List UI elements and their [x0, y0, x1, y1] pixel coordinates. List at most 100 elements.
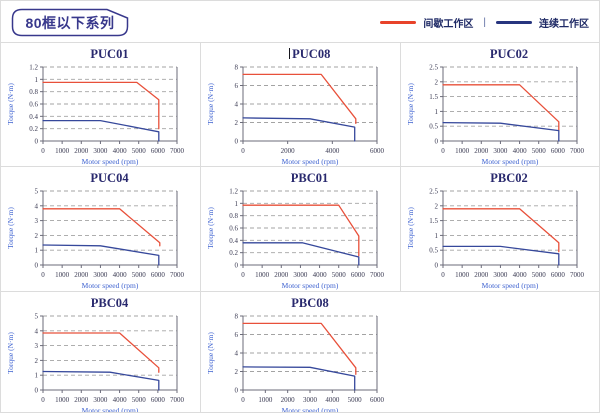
x-axis-label: Motor speed (rpm): [82, 406, 139, 413]
y-tick-label: 6: [235, 82, 239, 90]
x-tick-label: 6000: [151, 271, 166, 279]
intermittent-zone-label: 间歇工作区: [423, 19, 474, 30]
intermittent-zone-swatch: [380, 20, 417, 25]
y-tick-label: 2: [435, 78, 439, 86]
y-tick-label: 0: [235, 138, 239, 146]
x-tick-label: 2000: [74, 147, 89, 155]
x-tick-label: 1000: [255, 271, 270, 279]
series-badge-label: 80框以下系列: [25, 14, 115, 31]
y-tick-label: 0.2: [229, 249, 238, 257]
y-tick-label: 1: [35, 247, 39, 255]
x-tick-label: 4000: [513, 271, 528, 279]
y-tick-label: 1: [235, 200, 239, 208]
y-tick-label: 0.4: [29, 113, 38, 121]
header: 80框以下系列 间歇工作区 | 连续工作区: [1, 1, 599, 42]
x-tick-label: 0: [241, 271, 245, 279]
y-tick-label: 0: [35, 138, 39, 146]
y-tick-label: 2: [435, 202, 439, 210]
y-tick-label: 1.5: [429, 93, 438, 101]
y-tick-label: 0.6: [229, 225, 238, 233]
chart-canvas-PUC01: 0 0.2 0.4 0.6 0.8 1 1.2 0 1000 2000 3000 4000 5000 60…: [6, 64, 185, 167]
chart-canvas-PUC08: 0 2 4 6 8 0 2000 4000 6000 Motor speed (rpm) Torqu…: [206, 64, 385, 167]
y-tick-label: 4: [35, 327, 39, 335]
continuous-zone-label: 连续工作区: [539, 19, 589, 30]
x-tick-label: 3000: [493, 147, 508, 155]
chart-title: PBC08: [291, 296, 329, 310]
chart-title: PUC02: [489, 47, 529, 61]
chart-cell-PBC02: PBC02 0 0.5 1 1.5 2 2.5 0 1000 2000 3000 4000 5000 60…: [401, 167, 599, 292]
chart-canvas-PBC02: 0 0.5 1 1.5 2 2.5 0 1000 2000 3000 4000 5000 6000 700…: [406, 188, 585, 291]
chart-cell-PUC08: PUC08 0 2 4 6 8 0 2000 4000 6000 Motor speed (rpm)…: [201, 43, 401, 167]
y-tick-label: 0: [435, 262, 439, 270]
x-tick-label: 2000: [281, 147, 296, 155]
x-tick-label: 3000: [303, 396, 318, 404]
y-axis-label: Torque (N·m): [406, 207, 415, 249]
x-tick-label: 3000: [93, 396, 108, 404]
y-tick-label: 1.2: [29, 64, 38, 72]
x-tick-label: 5000: [532, 271, 547, 279]
series-continuous: [42, 370, 160, 391]
x-axis-label: Motor speed (rpm): [282, 157, 339, 166]
x-tick-label: 7000: [570, 271, 585, 279]
series-intermittent: [242, 73, 357, 125]
x-tick-label: 2000: [74, 396, 89, 404]
y-axis-label: Torque (N·m): [206, 332, 215, 374]
y-tick-label: 1: [435, 108, 439, 116]
series-badge: 80框以下系列: [11, 8, 129, 37]
series-intermittent: [442, 208, 560, 253]
x-tick-label: 4000: [325, 396, 340, 404]
y-tick-label: 2: [35, 232, 39, 240]
series-intermittent: [42, 332, 160, 373]
x-tick-label: 3000: [293, 271, 308, 279]
x-tick-label: 2000: [474, 271, 489, 279]
x-tick-label: 0: [41, 396, 45, 404]
x-tick-label: 5000: [348, 396, 363, 404]
x-tick-label: 4000: [113, 271, 128, 279]
y-axis-label: Torque (N·m): [206, 83, 215, 125]
y-tick-label: 0.5: [429, 247, 438, 255]
series-intermittent: [42, 208, 161, 247]
x-axis-label: Motor speed (rpm): [282, 406, 339, 413]
x-tick-label: 5000: [132, 396, 147, 404]
x-tick-label: 1000: [455, 147, 470, 155]
badge-outline: [11, 8, 129, 37]
x-tick-label: 6000: [370, 147, 385, 155]
x-tick-label: 6000: [151, 147, 166, 155]
x-tick-label: 5000: [132, 271, 147, 279]
x-tick-label: 4000: [313, 271, 328, 279]
x-tick-label: 1000: [258, 396, 273, 404]
y-axis-label: Torque (N·m): [6, 207, 15, 249]
x-tick-label: 5000: [132, 147, 147, 155]
x-tick-label: 6000: [551, 271, 566, 279]
y-tick-label: 4: [235, 350, 239, 358]
y-tick-label: 0.5: [429, 123, 438, 131]
x-axis-label: Motor speed (rpm): [82, 157, 139, 166]
x-axis-label: Motor speed (rpm): [82, 281, 139, 290]
y-tick-label: 2.5: [429, 188, 438, 196]
chart-canvas-PUC02: 0 0.5 1 1.5 2 2.5 0 1000 2000 3000 4000 5000 6000 700…: [406, 64, 585, 167]
chart-cell-PUC02: PUC02 0 0.5 1 1.5 2 2.5 0 1000 2000 3000 4000 5000 60…: [401, 43, 599, 167]
y-tick-label: 2: [35, 357, 39, 365]
legend-separator: |: [483, 17, 486, 28]
y-tick-label: 2: [235, 368, 239, 376]
y-tick-label: 0.8: [229, 212, 238, 220]
chart-cell-PUC04: PUC04 0 1 2 3 4 5 0 1000 2000 3000 4000 5000 6000 7000…: [1, 167, 201, 292]
y-tick-label: 8: [235, 64, 239, 72]
x-tick-label: 0: [41, 147, 45, 155]
legend: 间歇工作区 | 连续工作区: [380, 15, 589, 30]
x-tick-label: 5000: [532, 147, 547, 155]
series-continuous: [42, 119, 160, 142]
x-tick-label: 2000: [74, 271, 89, 279]
y-tick-label: 5: [35, 188, 39, 196]
y-tick-label: 0: [35, 262, 39, 270]
chart-canvas-PBC08: 0 2 4 6 8 0 1000 2000 3000 4000 5000 6000 Motor spee…: [206, 313, 385, 413]
empty-cell: [401, 292, 599, 412]
x-tick-label: 0: [441, 271, 445, 279]
x-tick-label: 7000: [570, 147, 585, 155]
x-tick-label: 6000: [151, 396, 166, 404]
x-tick-label: 0: [241, 396, 245, 404]
series-continuous: [42, 244, 160, 266]
y-tick-label: 1: [35, 372, 39, 380]
x-tick-label: 7000: [370, 271, 385, 279]
